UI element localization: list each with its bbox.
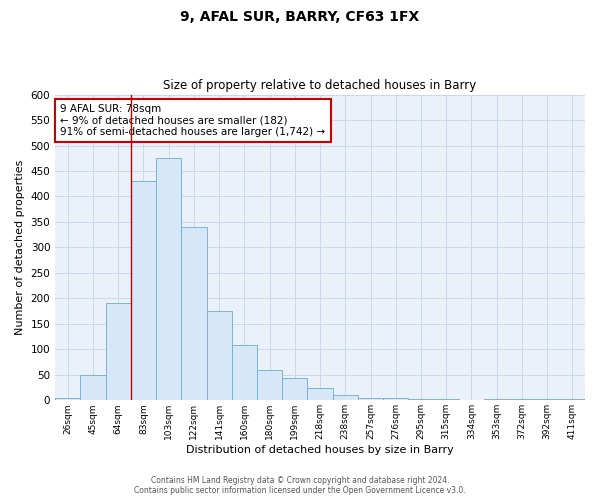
Bar <box>156 158 181 400</box>
Text: 9, AFAL SUR, BARRY, CF63 1FX: 9, AFAL SUR, BARRY, CF63 1FX <box>181 10 419 24</box>
Bar <box>307 388 332 400</box>
Y-axis label: Number of detached properties: Number of detached properties <box>15 160 25 335</box>
Text: 9 AFAL SUR: 78sqm
← 9% of detached houses are smaller (182)
91% of semi-detached: 9 AFAL SUR: 78sqm ← 9% of detached house… <box>61 104 326 137</box>
Bar <box>358 398 383 400</box>
Bar <box>206 311 232 400</box>
Title: Size of property relative to detached houses in Barry: Size of property relative to detached ho… <box>163 79 477 92</box>
Bar <box>106 304 131 400</box>
Bar <box>332 395 358 400</box>
Text: Contains HM Land Registry data © Crown copyright and database right 2024.
Contai: Contains HM Land Registry data © Crown c… <box>134 476 466 495</box>
Bar <box>55 398 80 400</box>
Bar <box>181 227 206 400</box>
Bar <box>282 378 307 400</box>
X-axis label: Distribution of detached houses by size in Barry: Distribution of detached houses by size … <box>186 445 454 455</box>
Bar <box>80 375 106 400</box>
Bar <box>383 398 409 400</box>
Bar <box>257 370 282 400</box>
Bar <box>232 346 257 401</box>
Bar <box>131 181 156 400</box>
